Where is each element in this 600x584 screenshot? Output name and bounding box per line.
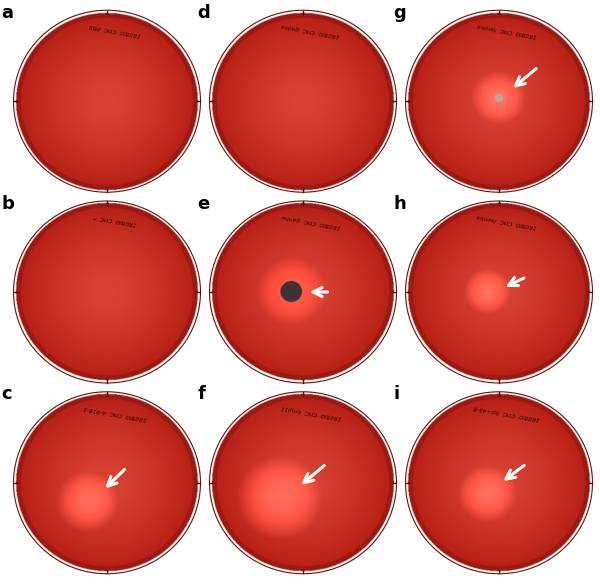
Text: h: h <box>393 194 406 213</box>
Text: e: e <box>197 194 209 213</box>
Text: b: b <box>1 194 14 213</box>
Text: 1R08I0  CHC  *: 1R08I0 CHC * <box>93 214 137 227</box>
Text: 1R08I0  CHC  gadox: 1R08I0 CHC gadox <box>281 23 340 38</box>
Text: 1R08I0  CHC  fot+46-8: 1R08I0 CHC fot+46-8 <box>473 405 541 421</box>
Text: 1R08I0  CHC  krop11: 1R08I0 CHC krop11 <box>280 405 341 420</box>
Text: a: a <box>1 4 13 22</box>
Text: f: f <box>197 385 205 404</box>
Text: 1R08I0  CHC  A-918-1: 1R08I0 CHC A-918-1 <box>83 405 147 420</box>
Text: g: g <box>393 4 406 22</box>
Text: d: d <box>197 4 210 22</box>
Text: 1R08I0  CHC  fsenba: 1R08I0 CHC fsenba <box>476 214 537 230</box>
Text: c: c <box>1 385 12 404</box>
Text: 1R08I0  CHC  PBS: 1R08I0 CHC PBS <box>89 23 141 37</box>
Text: 1R08I0  CHC  ganhu: 1R08I0 CHC ganhu <box>281 214 341 229</box>
Text: i: i <box>393 385 399 404</box>
Text: 1R08I0  CHC  farona: 1R08I0 CHC farona <box>477 23 537 39</box>
